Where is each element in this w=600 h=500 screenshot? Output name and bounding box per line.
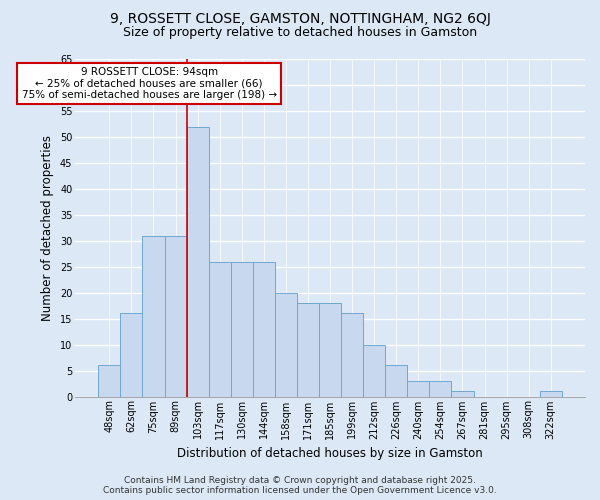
Bar — [98, 366, 121, 396]
Bar — [164, 236, 187, 396]
X-axis label: Distribution of detached houses by size in Gamston: Distribution of detached houses by size … — [177, 447, 483, 460]
Bar — [430, 381, 451, 396]
Bar — [121, 314, 142, 396]
Bar — [142, 236, 164, 396]
Bar — [319, 303, 341, 396]
Bar — [341, 314, 363, 396]
Text: Contains HM Land Registry data © Crown copyright and database right 2025.
Contai: Contains HM Land Registry data © Crown c… — [103, 476, 497, 495]
Bar — [253, 262, 275, 396]
Bar — [231, 262, 253, 396]
Y-axis label: Number of detached properties: Number of detached properties — [41, 135, 54, 321]
Bar — [187, 126, 209, 396]
Text: 9, ROSSETT CLOSE, GAMSTON, NOTTINGHAM, NG2 6QJ: 9, ROSSETT CLOSE, GAMSTON, NOTTINGHAM, N… — [110, 12, 490, 26]
Bar — [363, 344, 385, 397]
Text: 9 ROSSETT CLOSE: 94sqm
← 25% of detached houses are smaller (66)
75% of semi-det: 9 ROSSETT CLOSE: 94sqm ← 25% of detached… — [22, 67, 277, 100]
Bar — [297, 303, 319, 396]
Bar — [540, 392, 562, 396]
Bar — [209, 262, 231, 396]
Bar — [385, 366, 407, 396]
Bar — [275, 292, 297, 397]
Bar — [451, 392, 473, 396]
Bar — [407, 381, 430, 396]
Text: Size of property relative to detached houses in Gamston: Size of property relative to detached ho… — [123, 26, 477, 39]
